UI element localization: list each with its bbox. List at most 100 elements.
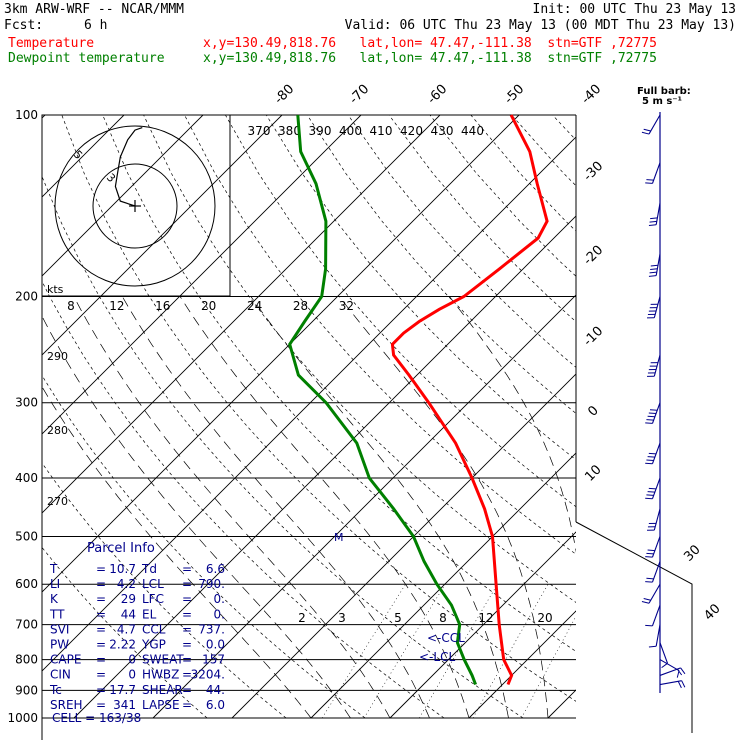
lcl-marker: <-LCL: [419, 650, 455, 664]
pressure-tick-label: 400: [15, 471, 38, 485]
wind-barb-feather: [648, 224, 657, 227]
dry-adiabat-line: [470, 115, 576, 232]
isotherm-line: [42, 136, 576, 672]
wind-barb-staff: [653, 296, 661, 318]
wind-barb: [645, 442, 661, 465]
parcel-eq: =: [182, 592, 192, 606]
theta-tick-label: 420: [400, 124, 423, 138]
isotherm-line: [310, 452, 576, 719]
temperature-tick-label: -80: [272, 82, 298, 108]
parcel-value: 0.: [214, 592, 225, 606]
wind-barb-staff: [659, 680, 682, 686]
temperature-location: x,y=130.49,818.76 lat,lon= 47.47,-111.38…: [203, 36, 657, 51]
wind-barb-feather: [643, 128, 651, 132]
wind-barb-feather: [645, 624, 653, 627]
wind-barb: [659, 642, 669, 669]
wind-barb: [641, 583, 661, 604]
dewpoint-profile-line: [288, 114, 478, 686]
moist-adiabat-line: [250, 296, 509, 719]
dry-adiabat-line: [388, 115, 576, 323]
theta-tick-label: 410: [370, 124, 393, 138]
moist-adiabat-line: [667, 297, 698, 719]
isotherm-line: [627, 115, 740, 718]
hodograph-speed-label: 28: [293, 299, 308, 313]
mixing-ratio-line: [585, 584, 653, 718]
parcel-value: 0: [128, 653, 136, 667]
parcel-key: LFC: [142, 592, 164, 606]
dry-adiabat-line: [347, 115, 576, 368]
pressure-tick-label: 700: [15, 618, 38, 632]
ccl-marker: <-CCL: [427, 631, 465, 645]
wind-barb-staff: [653, 354, 661, 377]
parcel-key: Td: [141, 562, 157, 576]
temperature-tick-label: -20: [581, 243, 607, 269]
mixing-ratio-label: 12: [478, 611, 493, 625]
hodograph-ring-label-outer: 5: [71, 148, 85, 162]
mixing-ratio-line: [472, 584, 549, 719]
wind-barb: [645, 402, 661, 424]
wind-barb-feather: [680, 667, 686, 675]
wind-barb: [648, 203, 661, 227]
wind-barb-feather: [648, 412, 657, 415]
parcel-eq: =: [96, 668, 106, 682]
parcel-value: 6.6: [206, 562, 225, 576]
temperature-tick-label: -10: [581, 324, 607, 350]
isotherm-line: [42, 115, 520, 593]
parcel-eq: =: [96, 622, 106, 636]
wind-barb: [647, 354, 661, 377]
wind-barb-feather: [641, 131, 650, 135]
wind-barb: [647, 508, 661, 531]
wind-barb-feather: [646, 577, 654, 580]
mixing-ratio-label: 2: [298, 611, 306, 625]
forecast-hour: 6 h: [84, 18, 108, 33]
parcel-key: LAPSE: [142, 698, 180, 712]
parcel-eq: =: [182, 577, 192, 591]
wind-barb-staff: [659, 642, 669, 664]
right-corner-axis: [575, 521, 693, 733]
wind-barb-feather: [647, 549, 655, 552]
parcel-eq: =: [96, 607, 106, 621]
hodograph-unit-label: kts: [47, 283, 64, 296]
parcel-eq: =: [182, 622, 192, 636]
dewpoint-legend: Dewpoint temperature: [8, 51, 165, 66]
wind-barb: [645, 477, 661, 500]
wind-barb-feather: [661, 662, 668, 669]
m-marker: M: [334, 531, 344, 544]
wind-barb-feather: [645, 556, 653, 558]
mixing-ratio-label: 5: [394, 611, 402, 625]
wind-barb-feather: [646, 459, 654, 461]
moist-adiabat-line: [121, 296, 430, 719]
moist-adiabat-line: [706, 297, 740, 719]
mixing-ratio-label: 3: [338, 611, 346, 625]
wind-barb: [659, 680, 686, 689]
pressure-tick-label: 1000: [7, 711, 38, 725]
hodograph-speed-label: 32: [339, 299, 354, 313]
temperature-tick-label: 10: [582, 462, 604, 484]
parcel-value: 17.7: [109, 683, 136, 697]
temperature-tick-label: -60: [425, 82, 451, 108]
dry-adiabat-line: [225, 115, 576, 508]
dry-adiabat-line: [42, 462, 287, 719]
parcel-key: YGP: [141, 638, 166, 652]
theta-tick-label: 380: [278, 124, 301, 138]
wind-barb: [645, 536, 661, 558]
parcel-value: 44: [121, 607, 136, 621]
wind-barb-feather: [647, 415, 655, 418]
theta-e-label: 290: [47, 350, 68, 363]
wind-barb-feather: [647, 491, 655, 493]
wind-barb-feather: [646, 494, 654, 496]
wind-barb: [641, 114, 661, 135]
wind-barb: [645, 561, 661, 583]
parcel-key: SWEAT: [142, 653, 184, 667]
parcel-value: 737.: [198, 622, 225, 636]
parcel-key: SVI: [50, 622, 69, 636]
parcel-eq: =: [182, 698, 192, 712]
wind-barb-staff: [651, 402, 661, 424]
wind-barb: [648, 624, 661, 648]
mixing-ratio-line: [321, 584, 406, 719]
hodograph-ring-inner: [92, 163, 178, 249]
parcel-eq: =: [96, 698, 106, 712]
parcel-key: CIN: [50, 668, 71, 682]
wind-barb: [645, 604, 661, 627]
wind-barb-feather: [649, 409, 658, 411]
